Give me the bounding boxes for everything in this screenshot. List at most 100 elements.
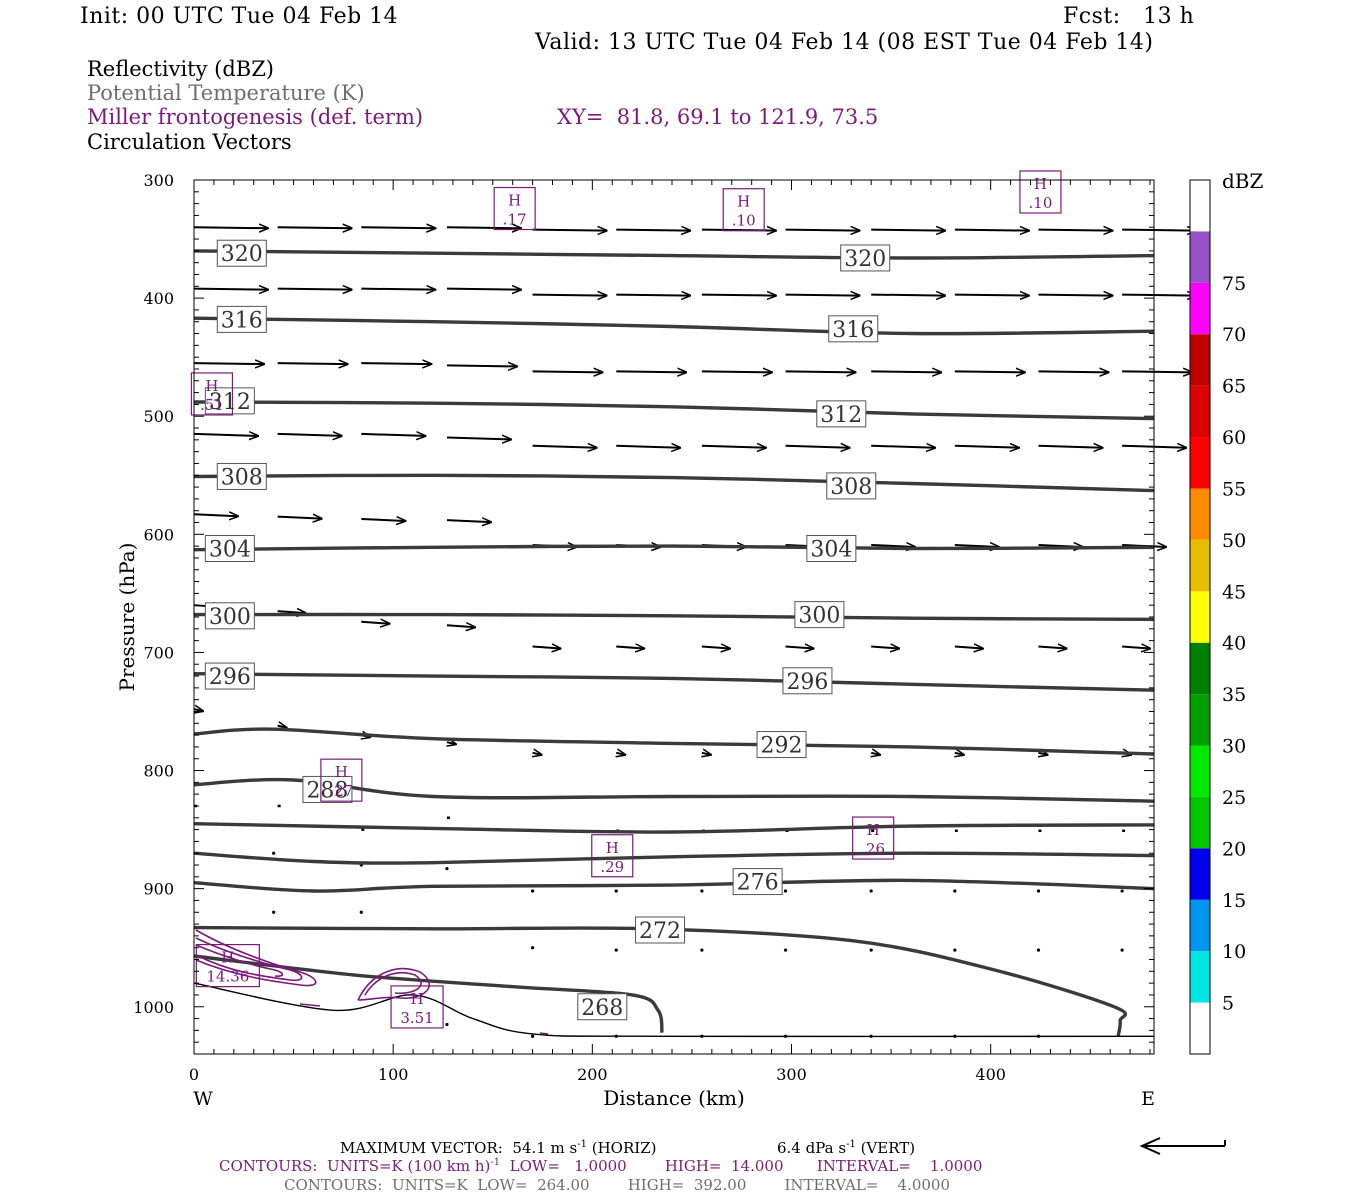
theta-contour-line	[193, 878, 1155, 893]
max-vector-horizontal-tag: (HORIZ)	[586, 1139, 657, 1157]
theta-label-box	[826, 472, 877, 500]
circulation-vector-dot	[700, 889, 704, 893]
circulation-vector	[532, 230, 607, 231]
theta-contour-line	[193, 316, 1155, 336]
x-tick-label: 0	[189, 1065, 199, 1084]
theta-contour-label: 308	[221, 465, 263, 490]
colorbar-segment	[1190, 642, 1210, 695]
circulation-vector	[785, 295, 860, 296]
frontogenesis-high-box	[320, 758, 363, 802]
theta-label-box	[302, 775, 353, 803]
colorbar-level-label: 55	[1222, 478, 1246, 500]
theta-label-box	[816, 400, 867, 428]
colorbar-level-label: 25	[1222, 787, 1246, 809]
circulation-vector	[1122, 295, 1196, 296]
theta-label-box	[756, 731, 807, 759]
circulation-vector	[193, 227, 268, 228]
frontogenesis-units-exponent: -1	[490, 1157, 501, 1168]
circulation-vector-dot	[530, 1034, 535, 1038]
circulation-vector	[533, 753, 542, 755]
theta-label-box	[204, 662, 255, 690]
theta-label-box	[635, 916, 686, 944]
theta-contour-line	[193, 612, 1155, 622]
colorbar-segment	[1190, 745, 1210, 797]
circulation-vector	[446, 625, 475, 627]
frontogenesis-high-value: .27	[329, 782, 353, 800]
frontogenesis-high-value: 3.51	[400, 1009, 433, 1027]
circulation-vector	[955, 753, 964, 755]
x-tick-label: 300	[776, 1065, 807, 1084]
circulation-vector	[616, 446, 680, 448]
circulation-vector	[702, 753, 711, 755]
circulation-vector	[1038, 753, 1047, 755]
theta-label-box	[216, 462, 267, 490]
circulation-vector-dot	[1120, 889, 1124, 893]
cross-section-endpoints: XY= 81.8, 69.1 to 121.9, 73.5	[557, 105, 879, 129]
y-axis-label: Pressure (hPa)	[115, 543, 139, 692]
y-tick-label: 700	[143, 643, 174, 662]
circulation-vector-dot	[700, 948, 704, 952]
frontogenesis-contour	[195, 944, 284, 977]
colorbar-segment	[1190, 488, 1210, 540]
theta-contour-label: 272	[639, 919, 681, 944]
circulation-vector	[1038, 230, 1112, 231]
theta-contour-line	[193, 822, 1155, 834]
frontogenesis-range: LOW= 1.0000 HIGH= 14.000 INTERVAL= 1.000…	[500, 1157, 983, 1175]
colorbar-segment	[1190, 591, 1210, 643]
colorbar-level-label: 30	[1222, 736, 1246, 758]
frontogenesis-high-marker: H	[411, 990, 424, 1008]
theta-contour-line	[193, 851, 1155, 865]
circulation-vector	[193, 514, 238, 516]
circulation-vector	[785, 230, 860, 231]
theta-contour-label: 320	[844, 247, 886, 272]
theta-contour-label: 300	[209, 605, 251, 630]
circulation-vector	[954, 446, 1019, 448]
init-time: Init: 00 UTC Tue 04 Feb 14	[80, 4, 399, 29]
field-frontogenesis: Miller frontogenesis (def. term)	[87, 105, 424, 129]
theta-contour-label: 308	[830, 475, 872, 500]
colorbar-segment	[1190, 334, 1210, 386]
circulation-vector	[1122, 371, 1192, 372]
colorbar-frame	[1189, 179, 1211, 1055]
circulation-vector	[701, 446, 766, 448]
frontogenesis-high-marker: H	[335, 763, 348, 781]
circulation-vector	[616, 295, 690, 296]
circulation-vector	[194, 709, 203, 711]
circulation-vector	[701, 647, 730, 649]
circulation-vector	[532, 446, 597, 448]
circulation-vector	[532, 647, 561, 649]
theta-contour-label: 316	[221, 308, 263, 333]
theta-contour-label: 320	[221, 242, 263, 267]
circulation-vector-dot	[614, 889, 618, 893]
field-circulation-vectors: Circulation Vectors	[87, 130, 292, 154]
theta-label-box	[216, 239, 267, 267]
frontogenesis-contour-info: CONTOURS: UNITS=K (100 km h)-1 LOW= 1.00…	[219, 1157, 982, 1175]
circulation-vector	[1038, 295, 1112, 296]
colorbar-level-label: 20	[1222, 838, 1246, 860]
frontogenesis-contour	[357, 967, 431, 1001]
theta-contour-label: 304	[810, 537, 852, 562]
theta-contour-line	[193, 777, 1155, 803]
theta-contour-line	[193, 925, 1128, 1037]
max-vector-vertical-tag: (VERT)	[855, 1139, 916, 1157]
x-axis-label: Distance (km)	[603, 1086, 745, 1110]
west-label: W	[193, 1088, 213, 1110]
circulation-vector-dot	[359, 910, 363, 914]
frontogenesis-high-marker: H	[606, 839, 619, 857]
theta-label-box	[828, 315, 879, 343]
circulation-vector	[871, 371, 941, 372]
theta-label-box	[216, 305, 267, 333]
circulation-vector	[277, 289, 352, 290]
circulation-vector	[361, 363, 431, 364]
circulation-vector-dot	[445, 1022, 449, 1027]
theta-contour-label: 292	[761, 734, 803, 759]
frontogenesis-high-value: .26	[861, 840, 885, 858]
theta-label-box	[204, 534, 255, 562]
frontogenesis-high-marker: H	[867, 821, 880, 839]
theta-label-box	[782, 667, 833, 695]
circulation-vector	[616, 230, 690, 231]
colorbar-level-label: 45	[1222, 581, 1246, 603]
theta-label-box	[732, 868, 783, 896]
